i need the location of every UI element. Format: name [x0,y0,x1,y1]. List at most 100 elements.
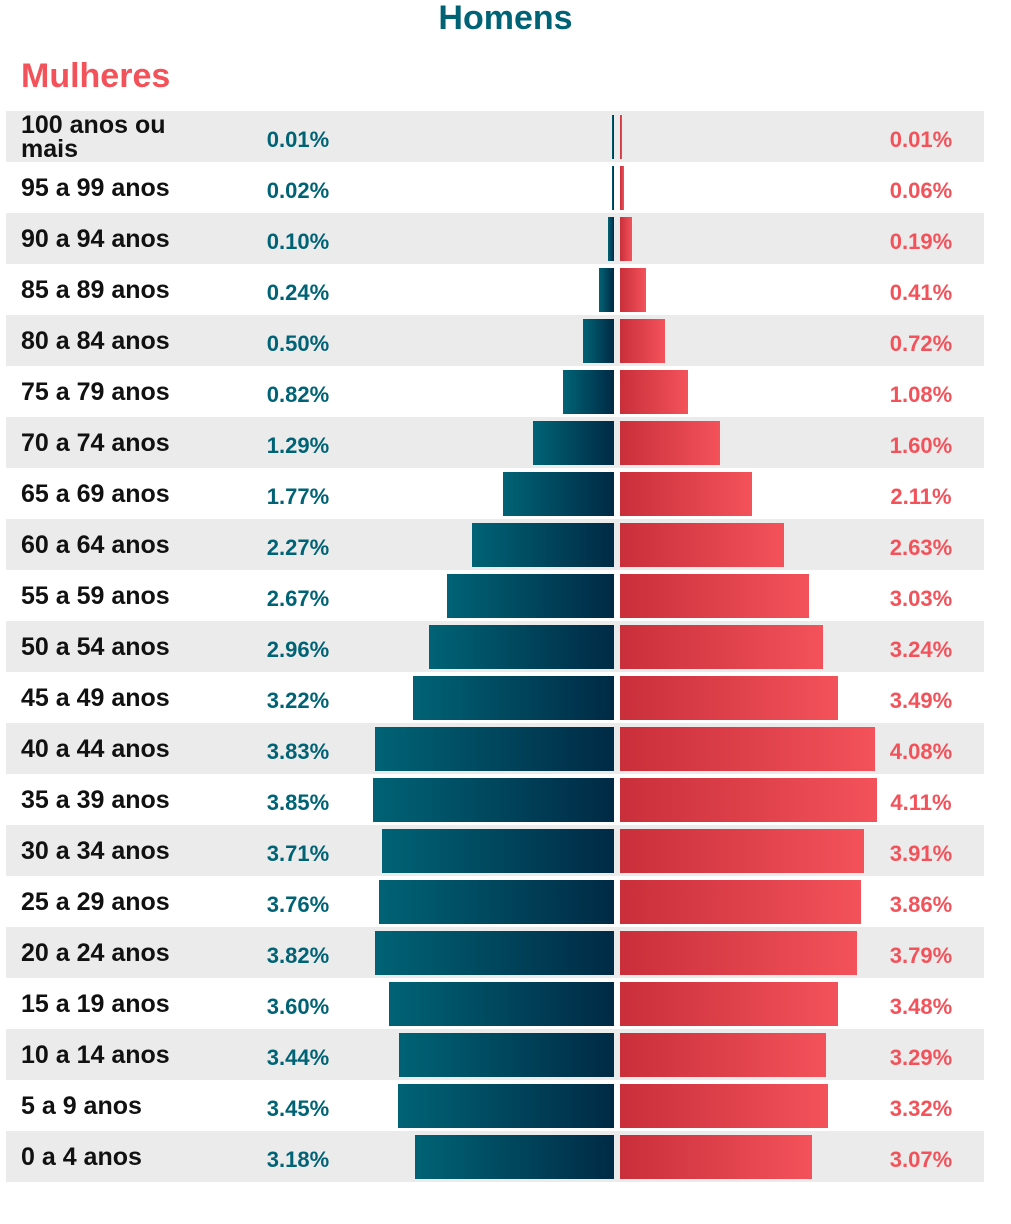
men-percent-label: 3.44% [266,1044,330,1070]
women-percent-label: 3.49% [889,687,953,713]
men-percent-label: 3.71% [266,840,330,866]
women-bar [620,370,688,414]
age-row: 10 a 14 anos 3.44% 3.29% [6,1029,984,1080]
age-row: 15 a 19 anos 3.60% 3.48% [6,978,984,1029]
men-percent-label: 3.82% [266,942,330,968]
age-row: 50 a 54 anos 2.96% 3.24% [6,621,984,672]
men-bar [379,880,614,924]
age-group-label: 0 a 4 anos [21,1142,142,1171]
age-row: 60 a 64 anos 2.27% 2.63% [6,519,984,570]
age-group-label: 70 a 74 anos [21,428,170,457]
age-group-label: 80 a 84 anos [21,326,170,355]
age-group-label: 75 a 79 anos [21,377,170,406]
women-percent-label: 0.06% [889,177,953,203]
age-group-label: 100 anos ou mais [21,110,166,163]
men-percent-label: 1.77% [266,483,330,509]
women-bar [620,676,839,720]
age-group-label: 45 a 49 anos [21,683,170,712]
women-bar [620,166,624,210]
women-percent-label: 4.11% [890,789,952,815]
men-percent-label: 3.60% [266,993,330,1019]
men-bar [429,625,614,669]
men-bar [612,115,614,159]
women-bar [620,574,810,618]
women-bar [620,982,838,1026]
women-bar [620,523,785,567]
age-row: 70 a 74 anos 1.29% 1.60% [6,417,984,468]
men-bar [607,217,614,261]
men-bar [472,523,614,567]
age-row: 90 a 94 anos 0.10% 0.19% [6,213,984,264]
age-group-label: 25 a 29 anos [21,887,170,916]
age-group-label: 40 a 44 anos [21,734,170,763]
men-percent-label: 1.29% [266,432,330,458]
women-bar [620,217,632,261]
men-percent-label: 0.50% [266,330,330,356]
men-bar [398,1084,614,1128]
men-percent-label: 3.83% [266,738,330,764]
women-bar [620,1084,828,1128]
women-bar [620,268,646,312]
men-percent-label: 3.76% [266,891,330,917]
men-percent-label: 2.96% [266,636,330,662]
age-group-label: 85 a 89 anos [21,275,170,304]
legend-men: Homens [438,0,573,37]
women-percent-label: 3.91% [889,840,953,866]
women-percent-label: 3.24% [889,636,953,662]
age-row: 100 anos ou mais 0.01% 0.01% [6,111,984,162]
men-bar [447,574,614,618]
age-group-label: 30 a 34 anos [21,836,170,865]
women-bar [620,319,665,363]
age-row: 85 a 89 anos 0.24% 0.41% [6,264,984,315]
women-percent-label: 2.63% [889,534,953,560]
women-bar [620,829,865,873]
women-percent-label: 2.11% [890,483,952,509]
women-bar [620,880,862,924]
women-percent-label: 3.07% [889,1146,953,1172]
men-percent-label: 3.18% [266,1146,330,1172]
men-bar [373,778,614,822]
age-row: 35 a 39 anos 3.85% 4.11% [6,774,984,825]
men-bar [562,370,614,414]
age-group-label: 90 a 94 anos [21,224,170,253]
men-percent-label: 0.82% [266,381,330,407]
age-row: 95 a 99 anos 0.02% 0.06% [6,162,984,213]
women-percent-label: 0.72% [889,330,953,356]
men-percent-label: 3.45% [266,1095,330,1121]
women-percent-label: 3.03% [889,585,953,611]
men-bar [389,982,614,1026]
age-group-label: 5 a 9 anos [21,1091,142,1120]
men-bar [374,727,614,771]
women-bar [620,421,720,465]
men-percent-label: 3.22% [266,687,330,713]
age-row: 30 a 34 anos 3.71% 3.91% [6,825,984,876]
population-pyramid-chart: 100 anos ou mais 0.01% 0.01% 95 a 99 anos 0.… [6,111,984,1182]
men-bar [582,319,614,363]
age-row: 20 a 24 anos 3.82% 3.79% [6,927,984,978]
women-percent-label: 3.32% [889,1095,953,1121]
age-group-label: 20 a 24 anos [21,938,170,967]
age-group-label: 35 a 39 anos [21,785,170,814]
men-bar [412,676,614,720]
women-percent-label: 3.86% [889,891,953,917]
women-percent-label: 0.01% [889,126,953,152]
age-row: 80 a 84 anos 0.50% 0.72% [6,315,984,366]
women-bar [620,1033,826,1077]
men-percent-label: 3.85% [266,789,330,815]
age-group-label: 10 a 14 anos [21,1040,170,1069]
men-percent-label: 0.02% [266,177,330,203]
age-row: 75 a 79 anos 0.82% 1.08% [6,366,984,417]
men-percent-label: 0.24% [266,279,330,305]
women-bar [620,472,752,516]
age-group-label: 65 a 69 anos [21,479,170,508]
women-percent-label: 3.48% [889,993,953,1019]
women-bar [620,931,857,975]
women-percent-label: 3.29% [889,1044,953,1070]
women-bar [620,1135,812,1179]
men-bar [599,268,614,312]
men-percent-label: 0.01% [266,126,330,152]
men-percent-label: 2.67% [266,585,330,611]
age-group-label: 60 a 64 anos [21,530,170,559]
age-row: 25 a 29 anos 3.76% 3.86% [6,876,984,927]
women-percent-label: 0.19% [889,228,953,254]
